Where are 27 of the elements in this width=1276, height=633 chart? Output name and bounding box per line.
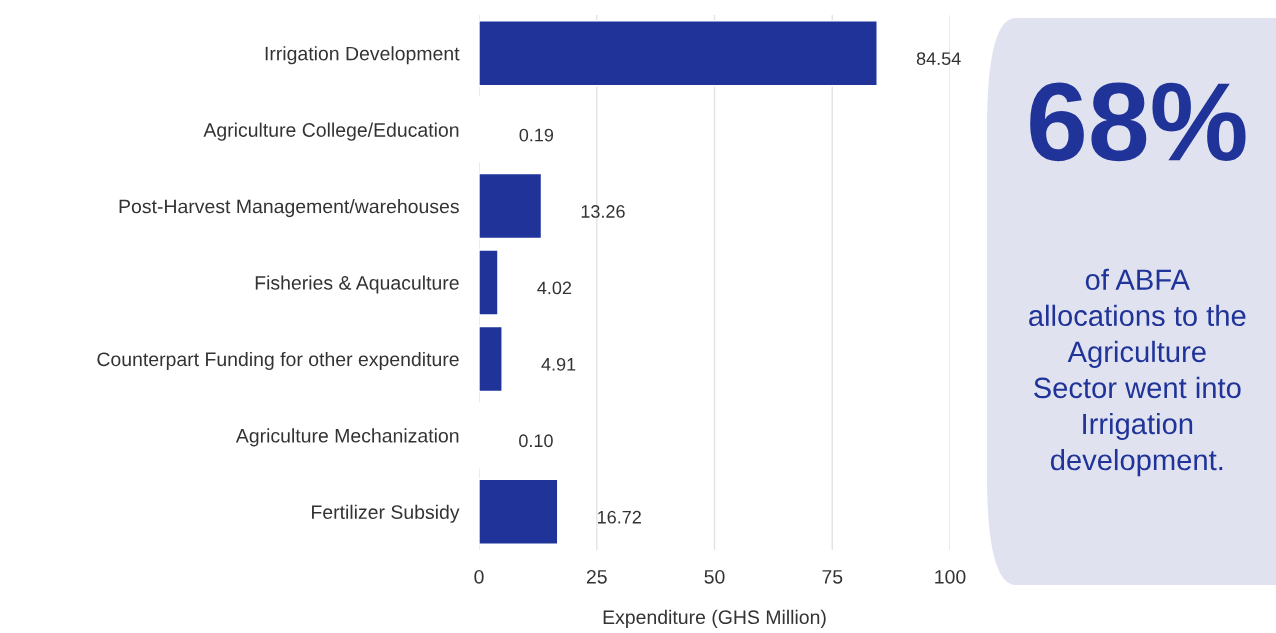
x-tick-label: 75 xyxy=(822,570,843,584)
y-tick-label: Agriculture Mechanization xyxy=(235,428,459,447)
y-tick-label: Agriculture College/Education xyxy=(203,122,459,141)
data-label: 13.26 xyxy=(581,205,625,218)
data-label: 0.19 xyxy=(519,128,554,142)
x-tick-label: 25 xyxy=(586,569,607,584)
data-label: 16.72 xyxy=(598,510,641,524)
y-tick-label: Post-Harvest Management/warehouses xyxy=(119,199,459,218)
bar xyxy=(479,478,559,545)
y-tick-label: Fertilizer Subsidy xyxy=(312,504,460,523)
y-tick-label: Fisheries & Aquaculture xyxy=(255,275,459,294)
data-label: 4.02 xyxy=(537,281,572,295)
data-label: 4.91 xyxy=(541,357,576,371)
bar xyxy=(479,172,543,240)
text: of ABFA allocations to the Agriculture Sector went into Irrigation development. xyxy=(1029,268,1246,477)
x-tick-label: 50 xyxy=(704,569,725,584)
y-tick-label: Counterpart Funding for other expenditure xyxy=(97,351,459,371)
data-label: 0.10 xyxy=(519,434,553,448)
bar xyxy=(479,325,503,393)
data-label: 84.54 xyxy=(916,52,961,66)
x-tick-label: 100 xyxy=(935,569,966,584)
y-tick-label: Irrigation Development xyxy=(265,46,460,65)
x-axis-title: Expenditure (GHS Million) xyxy=(603,609,826,628)
bar xyxy=(479,249,499,316)
x-tick-label: 0 xyxy=(474,569,484,584)
text: 68% xyxy=(1030,82,1246,162)
bar xyxy=(479,20,878,87)
